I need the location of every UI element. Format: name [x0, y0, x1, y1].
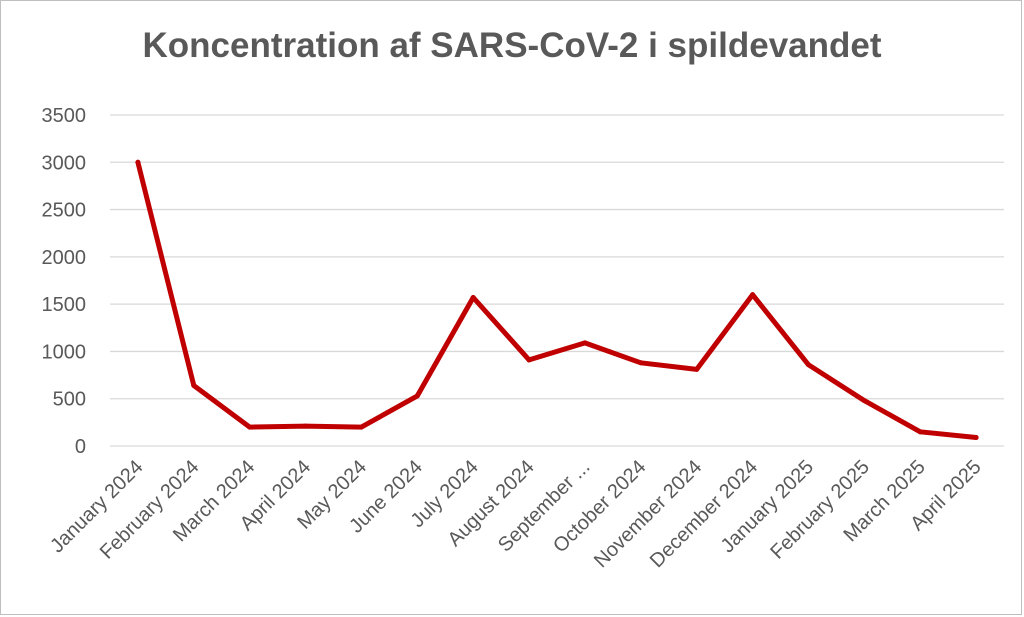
data-point	[805, 362, 811, 368]
y-tick-label: 2000	[42, 247, 87, 269]
data-point	[973, 434, 979, 440]
data-point	[582, 340, 588, 346]
data-point	[358, 424, 364, 430]
data-point	[303, 423, 309, 429]
y-tick-label: 0	[75, 436, 86, 458]
series-line	[135, 159, 979, 440]
y-tick-label: 3000	[42, 152, 87, 174]
y-tick-label: 500	[53, 389, 86, 411]
x-tick-label: February 2024	[96, 456, 204, 564]
data-point	[191, 382, 197, 388]
data-point	[694, 366, 700, 372]
series-layer	[135, 159, 979, 440]
data-point	[247, 424, 253, 430]
data-point	[917, 429, 923, 435]
y-tick-label: 1500	[42, 294, 87, 316]
data-point	[750, 292, 756, 298]
data-point	[638, 360, 644, 366]
y-tick-label: 2500	[42, 200, 87, 222]
y-tick-label: 3500	[42, 105, 87, 127]
x-tick-label: February 2025	[766, 456, 874, 564]
y-tick-label: 1000	[42, 341, 87, 363]
data-point	[526, 357, 532, 363]
data-point	[470, 295, 476, 301]
y-axis-ticks: 0 500 1000 1500 2000 2500 3000 3500	[42, 105, 87, 458]
chart-title: Koncentration af SARS-CoV-2 i spildevand…	[142, 26, 882, 65]
gridlines	[110, 114, 1004, 447]
data-point	[414, 393, 420, 399]
data-point	[861, 398, 867, 404]
data-point	[135, 159, 141, 165]
